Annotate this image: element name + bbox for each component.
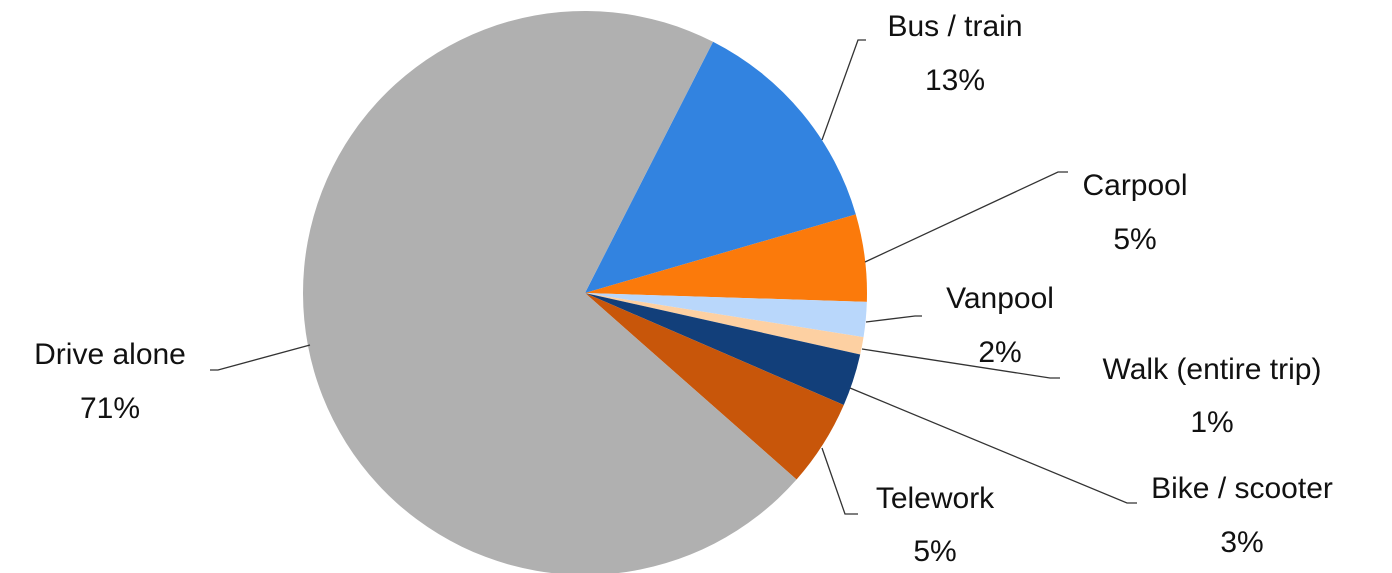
leader-line [849,387,1137,504]
slice-value-label: 71% [80,392,140,425]
pie-slice [585,214,867,302]
leader-line [861,348,1060,379]
leader-line [864,171,1068,263]
slice-label: Drive alone [34,338,186,371]
slice-label: Walk (entire trip) [1103,353,1322,386]
leader-line [210,344,311,371]
slice-label: Telework [876,482,995,515]
slice-value-label: 2% [978,336,1021,369]
slice-value-label: 5% [913,535,956,568]
pie-slice [585,293,867,338]
pie-slice [585,41,856,293]
slice-label: Vanpool [946,282,1054,315]
slice-label: Bus / train [887,10,1022,43]
pie-slice [585,293,844,480]
leader-line [821,39,866,141]
slice-value-label: 1% [1190,406,1233,439]
slice-label: Bike / scooter [1151,472,1333,505]
pie-slice [303,11,797,573]
slice-label: Carpool [1082,169,1187,202]
pie-slice [585,293,861,405]
leader-line [865,315,922,323]
leader-line [821,447,858,515]
pie-slice [585,293,864,355]
slice-value-label: 5% [1113,223,1156,256]
slice-value-label: 3% [1220,526,1263,559]
slice-value-label: 13% [925,64,985,97]
